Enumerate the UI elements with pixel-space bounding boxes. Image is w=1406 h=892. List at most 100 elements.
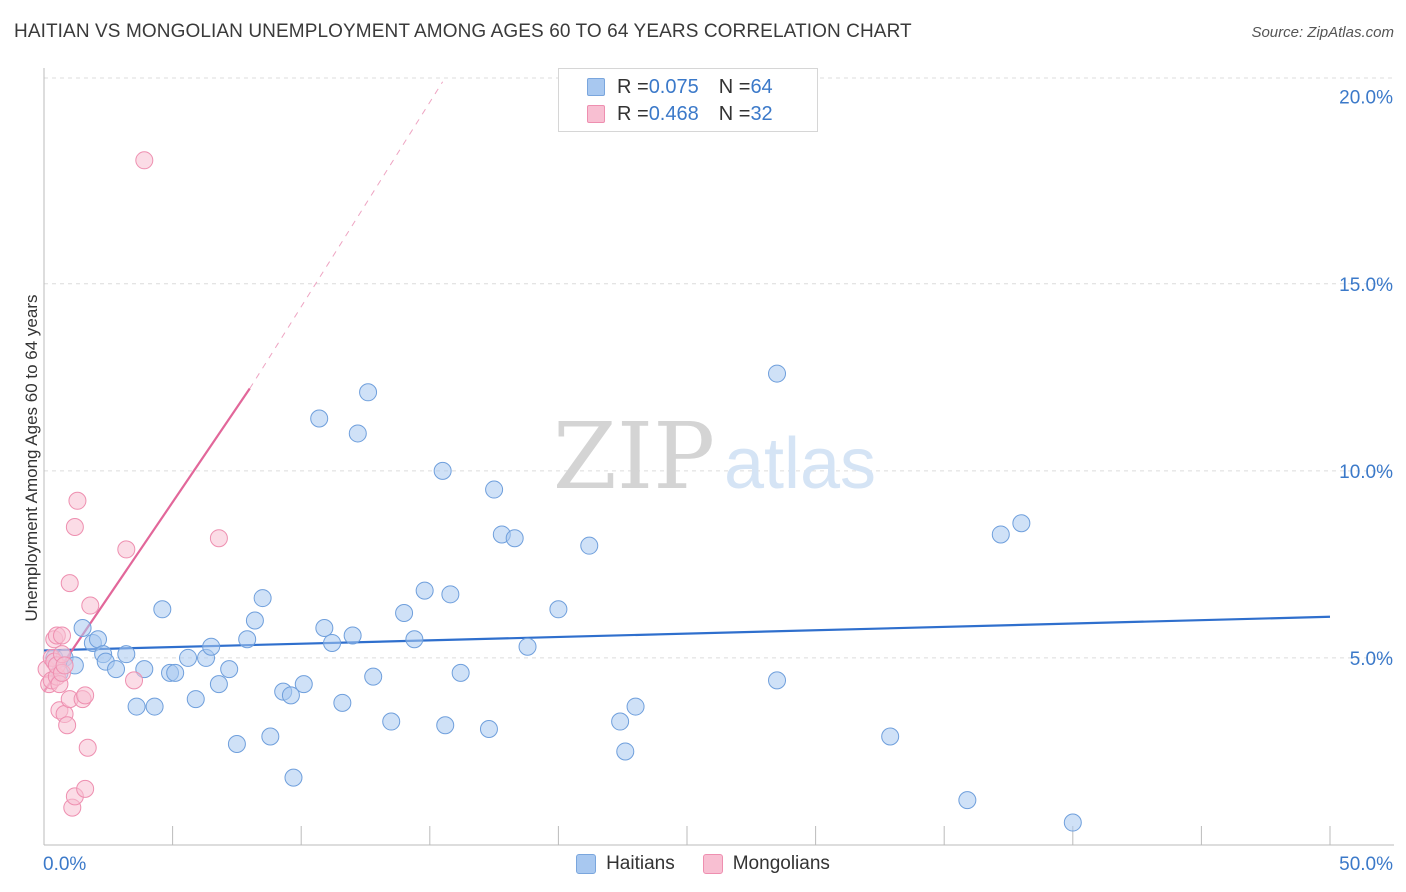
point-haitians: [485, 480, 504, 499]
legend-label-mongolians: Mongolians: [732, 853, 830, 874]
point-haitians: [505, 529, 524, 548]
point-haitians: [768, 671, 787, 690]
point-mongolians: [55, 656, 74, 675]
correlation-legend: R = 0.075 N = 64 R = 0.468 N = 32: [558, 68, 818, 132]
point-haitians: [294, 675, 313, 694]
legend-row-haitians: R = 0.075 N = 64: [559, 73, 773, 101]
trend-line-mongolians-extension: [249, 81, 444, 389]
point-haitians: [479, 720, 498, 739]
x-tick-label: 50.0%: [1339, 854, 1393, 875]
point-haitians: [209, 675, 228, 694]
point-mongolians: [209, 529, 228, 548]
point-haitians: [991, 525, 1010, 544]
point-haitians: [107, 660, 126, 679]
r-label: R =: [617, 75, 649, 98]
legend-item-haitians[interactable]: Haitians: [576, 853, 675, 875]
r-value: 0.468: [648, 102, 699, 125]
point-mongolians: [117, 540, 136, 559]
point-mongolians: [78, 738, 97, 757]
point-haitians: [73, 618, 92, 637]
point-haitians: [117, 645, 136, 664]
trend-line-haitians: [43, 615, 1331, 652]
y-tick-label: 15.0%: [1339, 275, 1393, 296]
legend-item-mongolians[interactable]: Mongolians: [702, 853, 830, 875]
y-tick-label: 5.0%: [1350, 649, 1393, 670]
legend-swatch-haitians: [587, 78, 605, 96]
point-mongolians: [135, 151, 154, 170]
watermark: ZIP atlas: [553, 403, 876, 510]
n-label: N =: [718, 102, 751, 125]
point-haitians: [253, 589, 272, 608]
legend-swatch-mongolians: [702, 854, 723, 874]
point-haitians: [768, 364, 787, 383]
point-haitians: [451, 663, 470, 682]
trend-lines: [43, 81, 1331, 693]
series-legend: Haitians Mongolians: [0, 850, 1406, 878]
point-haitians: [145, 697, 164, 716]
point-haitians: [616, 742, 635, 761]
point-haitians: [186, 690, 205, 709]
point-haitians: [310, 409, 329, 428]
point-haitians: [179, 648, 198, 667]
point-haitians: [518, 637, 537, 656]
point-mongolians: [81, 596, 100, 615]
legend-swatch-mongolians: [587, 105, 605, 123]
point-haitians: [549, 600, 568, 619]
point-haitians: [433, 461, 452, 480]
point-haitians: [135, 660, 154, 679]
point-haitians: [238, 630, 257, 649]
point-haitians: [1012, 514, 1031, 533]
point-haitians: [348, 424, 367, 443]
chart-title: HAITIAN VS MONGOLIAN UNEMPLOYMENT AMONG …: [14, 21, 912, 42]
r-value: 0.075: [648, 75, 699, 98]
point-haitians: [153, 600, 172, 619]
point-mongolians: [76, 686, 95, 705]
point-mongolians: [76, 779, 95, 798]
point-haitians: [611, 712, 630, 731]
point-haitians: [405, 630, 424, 649]
source-label: Source: ZipAtlas.com: [1251, 24, 1394, 41]
point-haitians: [261, 727, 280, 746]
n-label: N =: [718, 75, 751, 98]
axes: [43, 68, 1394, 846]
legend-row-mongolians: R = 0.468 N = 32: [559, 100, 773, 128]
point-haitians: [343, 626, 362, 645]
point-haitians: [284, 768, 303, 787]
trend-line-mongolians: [43, 387, 251, 693]
y-tick-label: 20.0%: [1339, 88, 1393, 109]
x-tick-label: 0.0%: [43, 854, 86, 875]
r-label: R =: [617, 102, 649, 125]
point-haitians: [436, 716, 455, 735]
y-tick-label: 10.0%: [1339, 462, 1393, 483]
point-mongolians: [58, 716, 77, 735]
point-mongolians: [60, 574, 79, 593]
point-haitians: [202, 637, 221, 656]
gridlines: [44, 77, 1394, 659]
point-haitians: [89, 630, 108, 649]
point-mongolians: [125, 671, 144, 690]
tick-labels: 5.0% 10.0% 15.0% 20.0% 0.0% 50.0%: [43, 88, 1393, 875]
data-points: [37, 151, 1082, 832]
point-haitians: [359, 383, 378, 402]
point-haitians: [315, 618, 334, 637]
point-haitians: [580, 536, 599, 555]
n-value: 32: [750, 102, 773, 125]
point-haitians: [415, 581, 434, 600]
n-value: 64: [750, 75, 773, 98]
point-haitians: [382, 712, 401, 731]
point-haitians: [245, 611, 264, 630]
legend-label-haitians: Haitians: [606, 853, 675, 874]
point-mongolians: [68, 491, 87, 510]
watermark-atlas: atlas: [724, 424, 876, 504]
point-haitians: [1063, 813, 1082, 832]
point-haitians: [220, 660, 239, 679]
point-haitians: [323, 633, 342, 652]
point-haitians: [166, 663, 185, 682]
point-mongolians: [65, 517, 84, 536]
y-axis-label: Unemployment Among Ages 60 to 64 years: [22, 295, 41, 622]
point-haitians: [626, 697, 645, 716]
watermark-zip: ZIP: [553, 403, 715, 510]
point-haitians: [281, 686, 300, 705]
point-haitians: [127, 697, 146, 716]
